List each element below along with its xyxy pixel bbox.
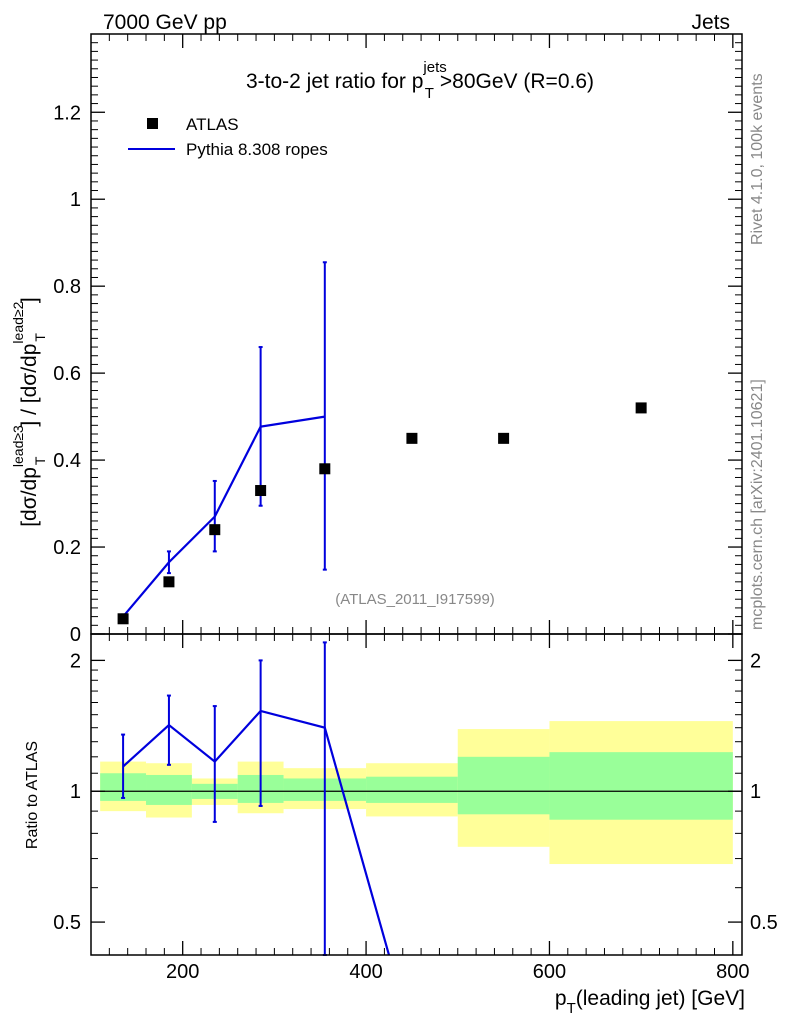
atlas-point-3 bbox=[255, 485, 267, 497]
main-title: 3-to-2 jet ratio for pjets T >80GeV (R=0.6… bbox=[246, 59, 594, 102]
ratio-ylabel: Ratio to ATLAS bbox=[24, 741, 41, 849]
ylabel-post: ] bbox=[18, 297, 41, 303]
main-ytick-label-6: 1.2 bbox=[53, 102, 81, 124]
ratio-band-green-6 bbox=[457, 756, 550, 815]
main-ytick-label-2: 0.4 bbox=[53, 450, 81, 472]
title-sub: T bbox=[425, 85, 434, 102]
title-sup: jets bbox=[422, 59, 446, 76]
main-ytick-label-0: 0 bbox=[70, 624, 81, 646]
rivet-label: Rivet 4.1.0, 100k events bbox=[749, 73, 766, 245]
main-ytick-label-3: 0.6 bbox=[53, 363, 81, 385]
mcplots-label: mcplots.cern.ch [arXiv:2401.10621] bbox=[749, 379, 766, 630]
xtick-label-2: 600 bbox=[533, 961, 566, 983]
atlas-point-1 bbox=[163, 576, 175, 588]
ratio-line-pythia bbox=[122, 709, 391, 955]
main-ylabel: [dσ/dplead≥3 T ] / [dσ/dplead≥2 T] bbox=[10, 297, 48, 527]
xlabel-sub: T bbox=[567, 1000, 576, 1017]
watermark: (ATLAS_2011_I917599) bbox=[335, 591, 495, 608]
xlabel: pT(leading jet) [GeV] bbox=[555, 987, 745, 1017]
atlas-point-2 bbox=[209, 524, 221, 536]
header-right: Jets bbox=[691, 11, 730, 34]
legend-label-atlas: ATLAS bbox=[186, 115, 239, 134]
ratio-band-green-7 bbox=[549, 752, 733, 820]
ratio-panel: 0.5 0.5 1 1 2 2 200 400 600 800 bbox=[53, 633, 778, 983]
ylabel-mid: ] / [dσ/dp bbox=[18, 344, 41, 427]
ylabel-sup1: lead≥3 bbox=[10, 425, 26, 467]
ratio-ytick-label-right-0: 0.5 bbox=[750, 912, 778, 934]
atlas-point-5 bbox=[406, 432, 418, 444]
xlabel-pre: p bbox=[555, 987, 567, 1010]
main-ytick-label-4: 0.8 bbox=[53, 276, 81, 298]
atlas-point-4 bbox=[319, 463, 331, 475]
ratio-ytick-label-left-2: 2 bbox=[70, 650, 81, 672]
legend: ATLAS Pythia 8.308 ropes bbox=[128, 115, 328, 159]
ratio-ytick-label-right-2: 2 bbox=[750, 650, 761, 672]
main-ytick-label-1: 0.2 bbox=[53, 537, 81, 559]
title-part-b: >80GeV (R=0.6) bbox=[440, 70, 594, 93]
xlabel-post: (leading jet) [GeV] bbox=[576, 987, 745, 1010]
atlas-point-6 bbox=[498, 432, 510, 444]
ratio-ytick-label-right-1: 1 bbox=[750, 781, 761, 803]
xtick-label-1: 400 bbox=[349, 961, 382, 983]
header-left: 7000 GeV pp bbox=[103, 11, 227, 34]
xtick-label-3: 800 bbox=[716, 961, 749, 983]
atlas-point-7 bbox=[635, 402, 647, 414]
ratio-frame bbox=[90, 633, 743, 956]
ratio-band-green-5 bbox=[366, 776, 458, 803]
title-part-a: 3-to-2 jet ratio for p bbox=[246, 70, 423, 93]
ylabel-sup2: lead≥2 bbox=[10, 301, 26, 343]
legend-label-pythia: Pythia 8.308 ropes bbox=[186, 140, 328, 159]
main-panel: 0 0.2 0.4 0.6 0.8 1 1.2 bbox=[53, 33, 743, 646]
ratio-ytick-label-left-0: 0.5 bbox=[53, 912, 81, 934]
ylabel-sub2: T bbox=[32, 333, 48, 342]
xtick-label-0: 200 bbox=[166, 961, 199, 983]
ratio-ytick-label-left-1: 1 bbox=[70, 781, 81, 803]
main-ytick-label-5: 1 bbox=[70, 189, 81, 211]
ylabel-sub1: T bbox=[32, 456, 48, 465]
legend-marker-atlas bbox=[147, 118, 158, 129]
ratio-band-green-1 bbox=[146, 774, 192, 805]
atlas-point-0 bbox=[117, 613, 129, 625]
ylabel-pre: [dσ/dp bbox=[18, 467, 41, 527]
